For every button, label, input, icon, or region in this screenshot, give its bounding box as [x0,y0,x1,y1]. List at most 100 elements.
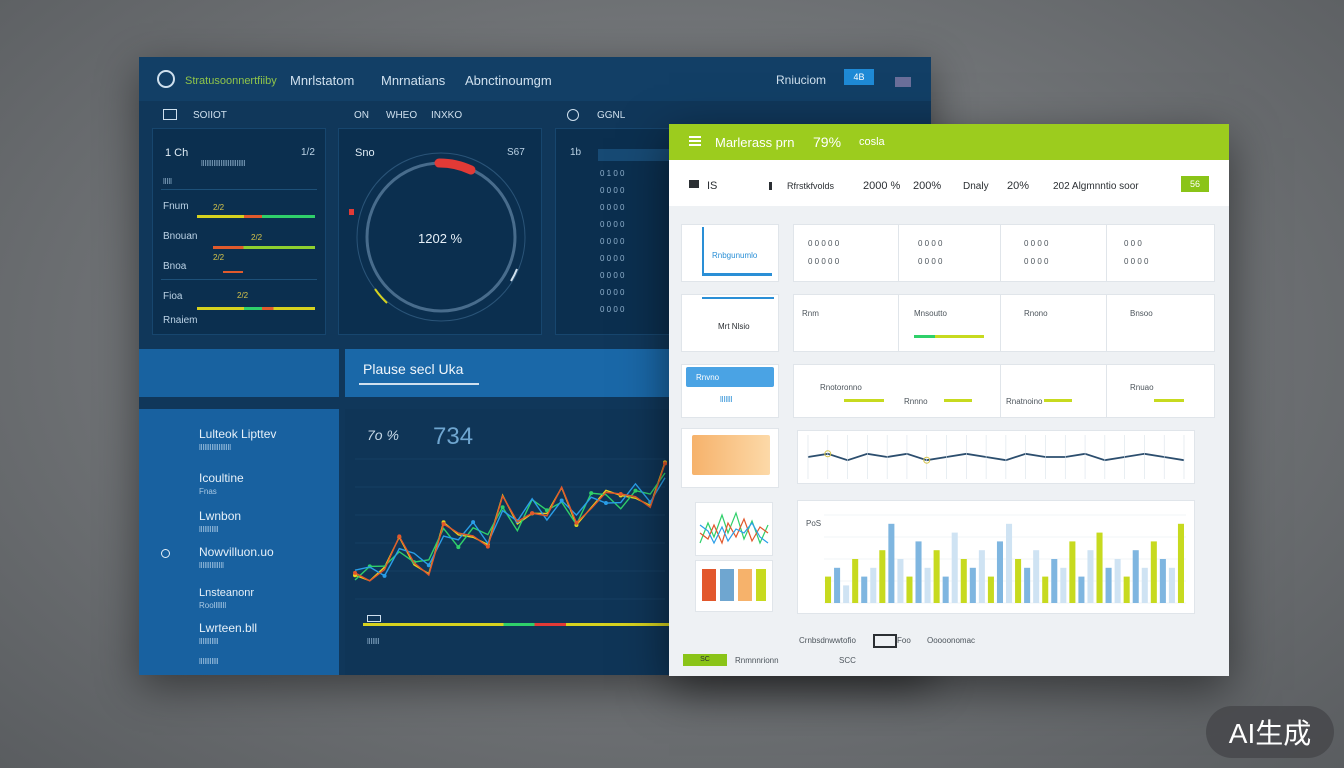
bar [1123,576,1130,603]
bar [1177,523,1184,603]
metric-bar [197,215,315,218]
camera-icon[interactable] [689,180,699,188]
window-icon[interactable] [873,634,897,648]
bar [879,550,886,603]
menu-icon[interactable] [689,136,701,138]
grid-cell: Bnsoo [1130,309,1153,318]
thumb-card[interactable]: Rnbgunumlo [681,224,779,282]
chart-big-number: 734 [433,423,474,450]
footer-item[interactable]: Ooooonomac [927,636,976,645]
data-point [500,505,505,510]
table-row: 0 0 0 0 [600,186,625,195]
metric-row-label: Bnouan [163,231,198,242]
thumb-card[interactable] [695,502,773,556]
chart-timeline[interactable] [363,623,675,626]
bar [987,576,994,603]
section-header-b-prefix: ON [354,110,369,121]
series-line [354,463,666,582]
footer-badge[interactable]: SC [683,654,727,666]
grid-cell: 0 0 0 0 [1024,239,1049,248]
bar [960,559,967,603]
bar [1069,541,1076,603]
thumb-card[interactable]: Rnvno lllllll [681,364,779,418]
footer-item[interactable]: Crnbsdnwwtofio [799,636,856,645]
radio-icon[interactable] [161,549,170,558]
thumb-label: Rnbgunumlo [712,251,758,260]
grid-cell: Rnm [802,309,819,318]
side-list-item[interactable]: Lwrteen.bll [199,621,258,635]
data-point [618,491,623,496]
data-point [633,488,638,493]
side-list-sub: llllllllllllllllll [199,443,231,452]
grid-bar [1044,399,1072,402]
side-list-sub: Fnas [199,487,217,496]
nav-item-2[interactable]: Mnrlstatom [290,73,355,88]
grid-cell-2: 0 0 0 0 [1024,257,1049,266]
gauge-label: Sno [355,147,375,159]
side-list-item[interactable]: Lnsteanonr [199,587,255,599]
dark-top-navbar [139,57,931,101]
data-point [397,534,402,539]
data-point [456,545,461,550]
series-line [354,462,666,582]
thumb-card[interactable] [681,428,779,488]
nav-action-button[interactable]: 4B [844,69,874,85]
small-line-chart-card [797,430,1195,484]
table-row: 0 0 0 0 [600,203,625,212]
table-row: 0 0 0 0 [600,237,625,246]
bar [825,576,832,603]
table-row: 0 0 0 0 [600,271,625,280]
side-list-item[interactable]: Icoultine [199,471,244,485]
bar [951,532,958,603]
circle-icon[interactable] [157,70,175,88]
bar [915,541,922,603]
nav-item-3[interactable]: Mnrnatians [381,73,446,88]
bar [1051,559,1058,603]
grid-cell: Rnuao [1130,383,1154,392]
bar [1114,559,1121,603]
bar-chart [824,514,1186,604]
footer-item[interactable]: Rnmnnrionn [735,656,779,665]
bar [978,550,985,603]
toolbar-item-1[interactable]: Rfrstkfvolds [787,181,835,191]
thumb-card[interactable] [695,560,773,612]
folder-icon[interactable] [895,77,911,87]
table-row: 0 0 0 0 [600,288,625,297]
banner[interactable]: Plause secl Uka [345,349,675,397]
data-point [824,450,832,458]
header-title: Marlerass prn [715,135,795,150]
footer-item[interactable]: Foo [897,636,911,645]
nav-item-1[interactable]: Stratusoonnertfiiby [185,75,277,87]
side-list-item[interactable]: Lwnbon [199,509,242,523]
side-list-sub: Roolllllll [199,601,227,610]
bar-chart-title: PoS [806,519,822,528]
bar [861,576,868,603]
data-point [353,570,357,575]
footer-item[interactable]: SCC [839,656,856,665]
bar [1105,567,1112,603]
data-point [382,573,387,578]
side-list-item[interactable]: Lulteok Lipttev [199,427,277,441]
section-header-d: GGNL [597,110,626,121]
toolbar-badge-button[interactable]: 56 [1181,176,1209,192]
grid-divider [898,295,899,351]
bar [834,567,841,603]
thumb-card[interactable]: Mrt Nlsio [681,294,779,352]
nav-right-label[interactable]: Rniuciom [776,73,827,87]
bar [933,550,940,603]
thumb-block [756,569,766,601]
side-list-item[interactable]: Nowvilluon.uo [199,545,274,559]
toolbar-item-3[interactable]: 202 Algmnntio soor [1053,181,1139,192]
data-point [559,498,564,503]
bar [870,567,877,603]
metric-sparkline [223,263,243,273]
metrics-sub-2: lllll [163,177,172,186]
toolbar: IS Rfrstkfvolds 2000 % 200% Dnaly 20% 20… [669,160,1229,206]
thumb-accent-bottom [702,273,772,276]
nav-item-4[interactable]: Abnctinoumgm [465,73,552,88]
side-list-sub: lllllllllll [199,657,219,666]
bar [1132,550,1139,603]
toolbar-item-2[interactable]: Dnaly [963,181,989,192]
bar [1024,567,1031,603]
grid-divider [1106,365,1107,417]
